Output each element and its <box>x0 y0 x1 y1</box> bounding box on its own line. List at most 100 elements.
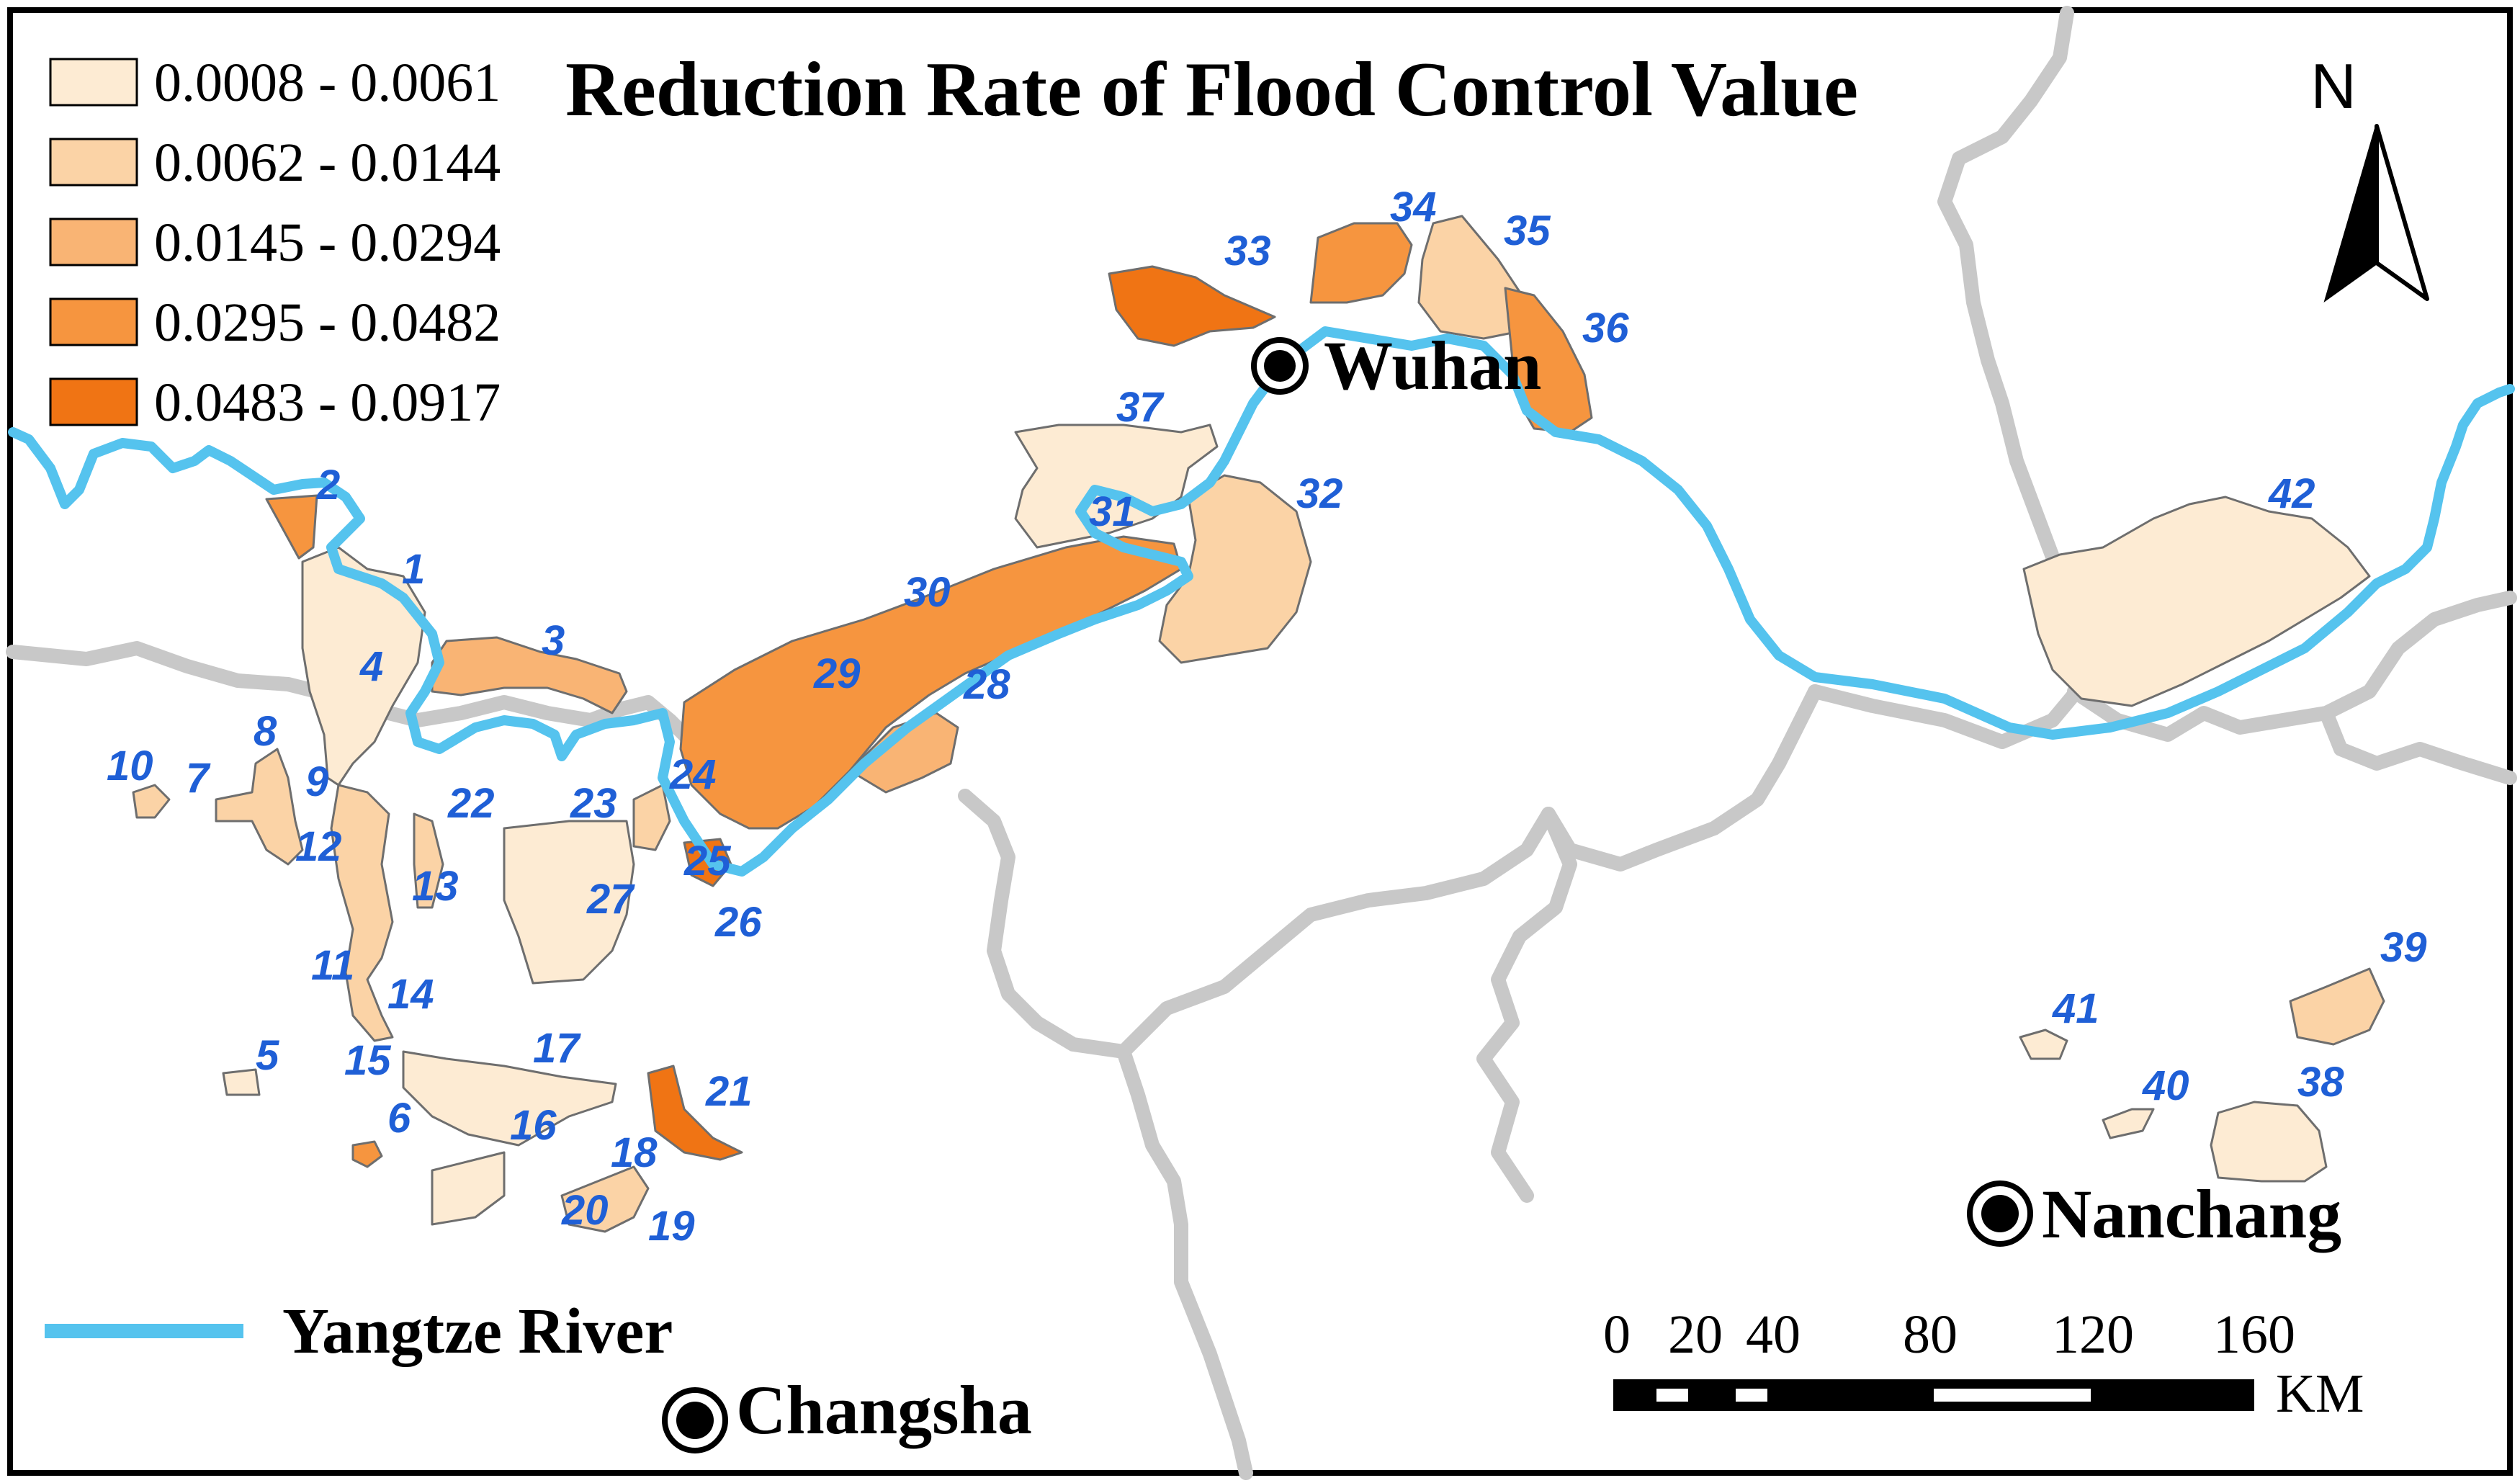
lake-label-18: 18 <box>611 1129 658 1176</box>
legend: 0.0008 - 0.0061 0.0062 - 0.0144 0.0145 -… <box>49 53 501 433</box>
lake-label-5: 5 <box>256 1032 279 1079</box>
lakes <box>132 215 2385 1233</box>
lake-label-3: 3 <box>542 617 565 664</box>
lake-label-6: 6 <box>387 1095 411 1142</box>
legend-swatch-2 <box>49 138 138 187</box>
scale-tick-80: 80 <box>1903 1304 1958 1365</box>
lake-labels: 1 2 3 4 5 6 7 8 9 10 11 12 13 14 15 16 1… <box>107 184 2427 1250</box>
lake-15-17 <box>402 1050 617 1147</box>
lake-label-24: 24 <box>669 751 717 798</box>
lake-2 <box>265 494 318 560</box>
lake-label-23: 23 <box>570 780 617 827</box>
legend-label-3: 0.0145 - 0.0294 <box>154 212 501 273</box>
lake-6 <box>351 1140 383 1168</box>
map-title: Reduction Rate of Flood Control Value <box>565 47 1858 133</box>
lake-10 <box>132 784 171 819</box>
lake-18-20 <box>560 1165 650 1233</box>
lake-label-8: 8 <box>254 708 277 755</box>
lake-label-27: 27 <box>586 876 635 923</box>
lake-label-35: 35 <box>1504 207 1551 254</box>
lake-label-21: 21 <box>705 1068 753 1115</box>
legend-label-2: 0.0062 - 0.0144 <box>154 133 501 193</box>
lake-16 <box>431 1151 506 1226</box>
legend-label-1: 0.0008 - 0.0061 <box>154 53 501 113</box>
lake-label-7: 7 <box>186 755 211 802</box>
lake-9-11 <box>330 784 394 1042</box>
lake-label-25: 25 <box>683 838 731 884</box>
lake-41 <box>2019 1029 2068 1060</box>
city-nanchang: Nanchang <box>1967 1175 2341 1253</box>
scale-tick-20: 20 <box>1668 1304 1723 1365</box>
lake-label-19: 19 <box>648 1203 695 1250</box>
lake-label-1: 1 <box>402 546 425 593</box>
river-legend-label: Yangtze River <box>282 1296 673 1367</box>
lake-label-31: 31 <box>1089 488 1136 535</box>
city-label-nanchang: Nanchang <box>2042 1175 2341 1253</box>
lake-label-34: 34 <box>1390 184 1437 230</box>
lake-label-12: 12 <box>295 823 342 870</box>
lake-label-4: 4 <box>359 643 383 690</box>
lake-23 <box>632 784 671 851</box>
scale-tick-40: 40 <box>1746 1304 1801 1365</box>
lake-13 <box>413 812 444 909</box>
lake-28 <box>848 712 959 794</box>
legend-swatch-5 <box>49 377 138 426</box>
lake-label-13: 13 <box>412 863 459 910</box>
river-legend: Yangtze River <box>45 1296 673 1367</box>
north-arrow: N <box>2310 50 2429 303</box>
yangtze-river <box>8 326 2515 877</box>
lake-22-27 <box>503 820 635 985</box>
lake-label-16: 16 <box>510 1102 557 1149</box>
lake-label-41: 41 <box>2052 985 2099 1032</box>
lake-label-30: 30 <box>904 569 951 616</box>
lake-5 <box>222 1068 261 1096</box>
scale-unit: KM <box>2276 1363 2364 1424</box>
lake-label-22: 22 <box>447 780 495 827</box>
city-label-wuhan: Wuhan <box>1324 327 1541 404</box>
lake-40 <box>2102 1108 2155 1139</box>
scale-tick-160: 160 <box>2213 1304 2295 1365</box>
lake-35 <box>1417 215 1528 340</box>
north-label: N <box>2310 50 2357 122</box>
lake-33 <box>1108 265 1276 347</box>
city-wuhan: Wuhan <box>1251 327 1541 404</box>
lake-label-28: 28 <box>963 661 1010 708</box>
lake-42 <box>2022 496 2371 707</box>
legend-swatch-1 <box>49 58 138 107</box>
lake-label-2: 2 <box>316 462 340 508</box>
lake-label-17: 17 <box>533 1025 581 1072</box>
lake-label-9: 9 <box>305 758 328 805</box>
lake-label-36: 36 <box>1582 305 1629 351</box>
lake-label-15: 15 <box>344 1037 391 1084</box>
lake-label-37: 37 <box>1116 384 1165 431</box>
city-label-changsha: Changsha <box>736 1371 1032 1448</box>
scale-bar: 0 20 40 80 120 160 KM <box>1603 1304 2364 1424</box>
lake-label-29: 29 <box>813 650 861 697</box>
legend-swatch-4 <box>49 297 138 346</box>
lake-1-4 <box>301 546 426 787</box>
lake-label-32: 32 <box>1296 470 1343 517</box>
legend-label-4: 0.0295 - 0.0482 <box>154 292 501 353</box>
lake-label-38: 38 <box>2297 1059 2344 1106</box>
lake-3 <box>431 636 628 714</box>
scale-tick-120: 120 <box>2052 1304 2134 1365</box>
lake-label-33: 33 <box>1224 228 1271 274</box>
legend-label-5: 0.0483 - 0.0917 <box>154 372 501 433</box>
lake-38 <box>2210 1101 2328 1183</box>
lake-label-40: 40 <box>2142 1062 2189 1109</box>
lake-label-20: 20 <box>561 1187 609 1234</box>
lake-label-39: 39 <box>2380 924 2427 971</box>
lake-39 <box>2289 967 2385 1046</box>
scale-tick-0: 0 <box>1603 1304 1631 1365</box>
lake-label-14: 14 <box>387 971 434 1018</box>
lake-label-42: 42 <box>2268 470 2315 517</box>
legend-swatch-3 <box>49 218 138 266</box>
lake-label-11: 11 <box>311 942 354 989</box>
lake-label-10: 10 <box>107 743 153 789</box>
lake-34 <box>1309 222 1413 304</box>
city-changsha: Changsha <box>662 1371 1032 1453</box>
lake-21 <box>647 1065 743 1161</box>
lake-label-26: 26 <box>714 899 762 946</box>
lake-8-12 <box>215 748 304 866</box>
